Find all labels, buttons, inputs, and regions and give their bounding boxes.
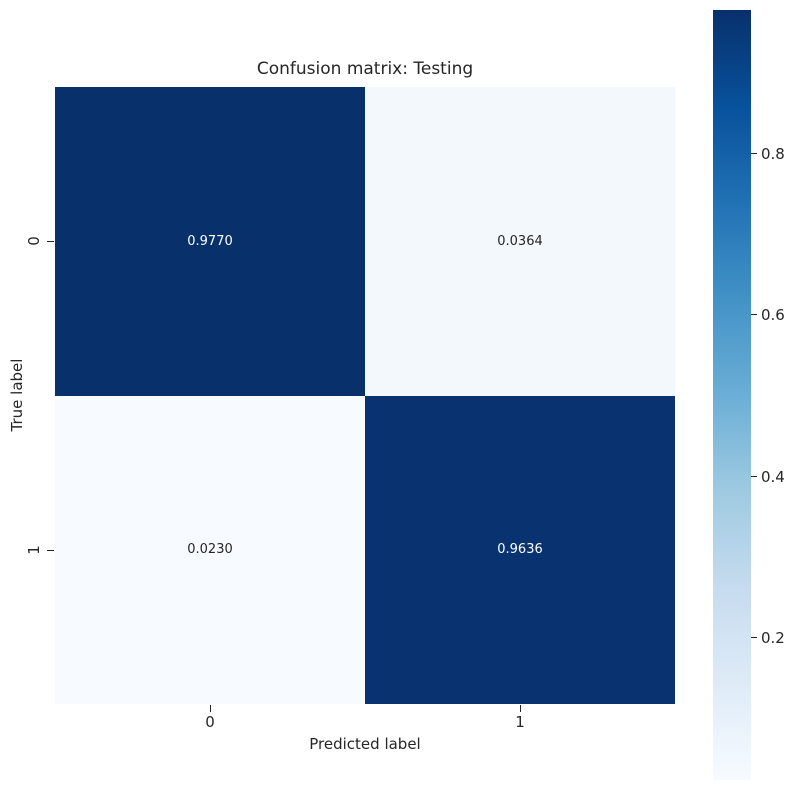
x-tick-mark-0 [210,705,211,712]
y-tick-label-0: 0 [25,236,43,246]
heatmap-grid: 0.9770 0.0364 0.0230 0.9636 [55,87,675,704]
colorbar-tick-mark-0.8 [751,153,757,154]
colorbar-tick-label-0.4: 0.4 [761,468,785,486]
colorbar-tick-label-0.6: 0.6 [761,306,785,324]
x-axis-label: Predicted label [309,735,421,753]
colorbar-tick-label-0.8: 0.8 [761,145,785,163]
heatmap-cell-r1c1: 0.9636 [365,395,675,704]
y-tick-mark-1 [47,550,54,551]
y-axis-label: True label [8,358,26,432]
chart-title: Confusion matrix: Testing [256,59,474,79]
heatmap-cell-r0c1: 0.0364 [365,87,675,396]
x-tick-label-0: 0 [205,713,215,731]
heatmap-cell-r1c0: 0.0230 [55,395,365,704]
y-tick-mark-0 [47,241,54,242]
x-tick-label-1: 1 [515,713,525,731]
colorbar [713,10,751,780]
colorbar-tick-mark-0.6 [751,314,757,315]
x-tick-mark-1 [520,705,521,712]
colorbar-tick-mark-0.4 [751,476,757,477]
colorbar-tick-label-0.2: 0.2 [761,629,785,647]
heatmap-cell-r0c0: 0.9770 [55,87,365,396]
y-tick-label-1: 1 [25,545,43,555]
colorbar-tick-mark-0.2 [751,637,757,638]
